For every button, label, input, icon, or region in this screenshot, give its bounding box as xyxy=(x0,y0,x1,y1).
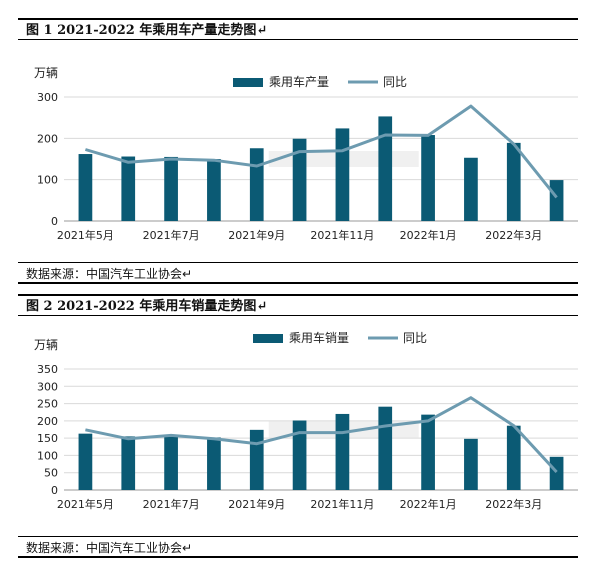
x-tick-label: 2022年3月 xyxy=(485,228,542,242)
x-tick-label: 2022年1月 xyxy=(400,228,457,242)
legend-bar-swatch xyxy=(233,78,263,87)
chart2-source: 数据来源：中国汽车工业协会↵ xyxy=(18,536,578,558)
x-tick-label: 2021年9月 xyxy=(228,497,285,511)
x-tick-label: 2021年5月 xyxy=(57,497,114,511)
bar xyxy=(421,135,435,221)
bar xyxy=(506,425,521,490)
bar xyxy=(121,436,136,490)
bar xyxy=(549,456,564,490)
bar xyxy=(335,128,350,221)
bar xyxy=(164,156,178,221)
bar xyxy=(249,148,264,221)
y-tick-label: 0 xyxy=(51,484,58,497)
y-unit-label: 万辆 xyxy=(34,66,58,80)
x-tick-label: 2021年7月 xyxy=(143,497,200,511)
bar xyxy=(292,420,307,490)
bar xyxy=(506,142,521,221)
bar xyxy=(292,138,307,221)
legend-line-label: 同比 xyxy=(383,75,407,89)
y-tick-label: 100 xyxy=(37,449,58,462)
y-tick-label: 250 xyxy=(37,398,58,411)
x-tick-label: 2022年3月 xyxy=(485,497,542,511)
y-tick-label: 100 xyxy=(37,174,58,187)
chart2-title: 图 2 2021-2022 年乘用车销量走势图↵ xyxy=(18,294,578,316)
bar xyxy=(378,406,393,490)
y-tick-label: 200 xyxy=(37,132,58,145)
bar xyxy=(207,159,221,221)
yoy-line xyxy=(85,396,558,474)
bar xyxy=(164,435,178,490)
legend-bar-label: 乘用车产量 xyxy=(269,74,329,89)
chart1-panel: 图 1 2021-2022 年乘用车产量走势图↵ 万辆乘用车产量 同比 0 100 20… xyxy=(18,14,578,286)
bar xyxy=(78,433,93,490)
legend-line-label: 同比 xyxy=(403,331,427,345)
legend-bar-swatch xyxy=(253,334,283,343)
yoy-line xyxy=(84,104,558,199)
bar xyxy=(207,437,221,490)
x-tick-label: 2021年9月 xyxy=(228,228,285,242)
x-tick-label: 2021年5月 xyxy=(57,228,114,242)
bar xyxy=(421,414,435,490)
bar xyxy=(464,157,478,221)
bar xyxy=(249,429,264,490)
legend-bar-label: 乘用车销量 xyxy=(289,330,349,345)
chart2-panel: 图 2 2021-2022 年乘用车销量走势图↵ 万辆 乘用车销量 同比 0 50 100… xyxy=(18,290,578,560)
y-tick-label: 300 xyxy=(37,380,58,393)
bar xyxy=(335,413,350,490)
y-tick-label: 50 xyxy=(44,467,58,480)
chart1-title: 图 1 2021-2022 年乘用车产量走势图↵ xyxy=(18,18,578,40)
x-tick-label: 2022年1月 xyxy=(400,497,457,511)
y-unit-label: 万辆 xyxy=(34,338,58,352)
y-tick-label: 350 xyxy=(37,363,58,376)
bar xyxy=(549,180,564,221)
chart2-svg: 万辆 乘用车销量 同比 0 50 100 150 200 250 300 350 2021年5月 202… xyxy=(34,330,578,511)
y-tick-label: 300 xyxy=(37,91,58,104)
bar xyxy=(378,116,393,221)
x-tick-label: 2021年11月 xyxy=(310,228,374,242)
bar xyxy=(78,154,93,221)
chart1-source: 数据来源：中国汽车工业协会↵ xyxy=(18,262,578,284)
bar xyxy=(121,156,136,221)
x-tick-label: 2021年7月 xyxy=(143,228,200,242)
y-tick-label: 200 xyxy=(37,415,58,428)
bar xyxy=(464,438,478,490)
y-tick-label: 0 xyxy=(51,215,58,228)
y-tick-label: 150 xyxy=(37,432,58,445)
x-tick-label: 2021年11月 xyxy=(310,497,374,511)
